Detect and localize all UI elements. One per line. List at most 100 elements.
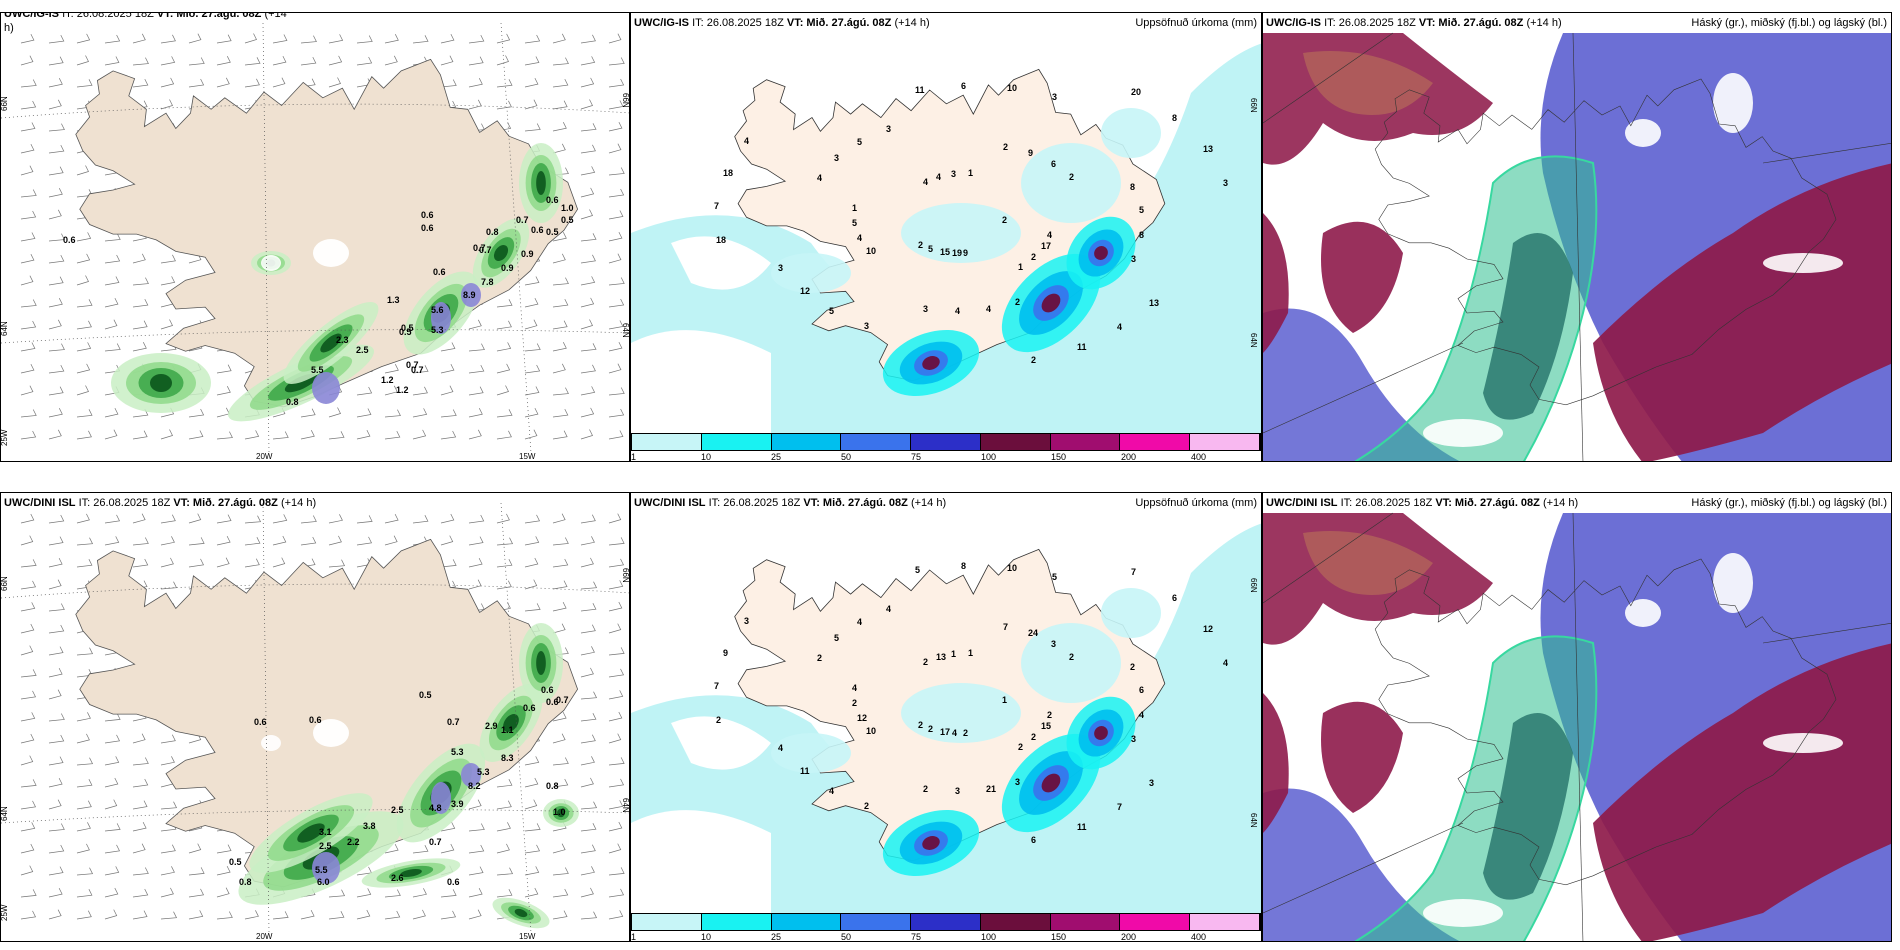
accum-precip-value-label: 2 xyxy=(1015,297,1020,307)
accum-precip-value-label: 12 xyxy=(1203,624,1213,634)
precip-value-label: 0.6 xyxy=(421,210,434,220)
panel-header: UWC/IG-IS IT: 26.08.2025 18Z VT: Mið. 27… xyxy=(1266,17,1562,29)
precip-value-label: 2.5 xyxy=(356,345,369,355)
cloud-layers xyxy=(1263,32,1891,461)
panel-bottom-left-wind-precip: UWC/DINI ISL IT: 26.08.2025 18Z VT: Mið.… xyxy=(0,492,630,942)
precip-value-label: 2.3 xyxy=(336,335,349,345)
accum-precip-value-label: 4 xyxy=(1139,710,1144,720)
precip-value-label: 0.6 xyxy=(546,697,559,707)
accum-precip-value-label: 1 xyxy=(968,168,973,178)
accum-precip-value-label: 6 xyxy=(1031,835,1036,845)
model-name: UWC/IG-IS xyxy=(1266,17,1321,29)
panel-title: Háský (gr.), miðský (fj.bl.) og lágský (… xyxy=(1691,17,1887,29)
accum-precip-value-label: 3 xyxy=(1131,254,1136,264)
accum-precip-value-label: 4 xyxy=(852,683,857,693)
accum-precip-value-label: 10 xyxy=(866,246,876,256)
precip-value-label: 2.9 xyxy=(485,721,498,731)
value-labels: 0.60.60.60.70.60.50.70.90.80.91.37.88.95… xyxy=(63,195,574,407)
precip-value-label: 8.2 xyxy=(468,781,481,791)
init-time: IT: 26.08.2025 18Z xyxy=(78,497,171,509)
lon-label-15: 15W xyxy=(519,932,536,941)
panel-top-left-wind-precip: UWC/IG-IS IT: 26.08.2025 18Z VT: Mið. 27… xyxy=(0,12,630,462)
accum-precip-value-label: 3 xyxy=(1015,777,1020,787)
precip-value-label: 0.7 xyxy=(447,717,460,727)
map-canvas: 1212422434563421223344111011912171315122… xyxy=(631,513,1261,913)
lat-label-66-right: 66N xyxy=(621,93,630,108)
precip-value-label: 4.8 xyxy=(429,803,442,813)
colorbar-swatches xyxy=(631,913,1261,931)
colorbar-swatch xyxy=(771,434,842,450)
precip-value-label: 3.8 xyxy=(363,821,376,831)
map-canvas: 0.60.60.60.70.60.50.70.90.80.91.37.88.95… xyxy=(1,22,630,461)
accum-precip-value-label: 1 xyxy=(968,648,973,658)
accum-precip-value-label: 15 xyxy=(1041,721,1051,731)
colorbar-tick-label: 1 xyxy=(631,932,637,942)
accum-precip-value-label: 12 xyxy=(857,713,867,723)
lat-label-64: 64N xyxy=(1249,813,1258,828)
precip-value-label: 5.3 xyxy=(451,747,464,757)
precip-value-label: 2.6 xyxy=(391,873,404,883)
precip-value-label: 0.8 xyxy=(546,781,559,791)
accum-precip-value-label: 4 xyxy=(952,728,957,738)
colorbar-swatch xyxy=(911,434,981,450)
panel-header: UWC/DINI ISL IT: 26.08.2025 18Z VT: Mið.… xyxy=(4,497,316,509)
precip-shading xyxy=(238,623,579,929)
accum-precip-value-label: 3 xyxy=(955,786,960,796)
accum-precip-value-label: 5 xyxy=(1139,205,1144,215)
precip-value-label: 2.2 xyxy=(347,837,360,847)
colorbar-swatch xyxy=(1050,914,1121,930)
lat-label-64-right: 64N xyxy=(621,323,630,338)
precip-value-label: 0.6 xyxy=(531,225,544,235)
accum-precip-value-label: 1 xyxy=(852,203,857,213)
colorbar-swatch xyxy=(841,434,912,450)
colorbar-tick-label: 75 xyxy=(911,932,922,942)
accum-precip-value-label: 2 xyxy=(1003,142,1008,152)
accum-precip-value-label: 2 xyxy=(1031,252,1036,262)
precip-value-label: 0.9 xyxy=(521,249,534,259)
accum-precip-value-label: 9 xyxy=(723,648,728,658)
accum-precip-value-label: 15 xyxy=(940,247,950,257)
accum-precip-value-label: 11 xyxy=(915,85,925,95)
init-time: IT: 26.08.2025 18Z xyxy=(708,497,801,509)
accum-precip-value-label: 5 xyxy=(928,244,933,254)
precip-value-label: 0.8 xyxy=(286,397,299,407)
colorbar-swatch xyxy=(911,914,981,930)
panel-header: UWC/DINI ISL IT: 26.08.2025 18Z VT: Mið.… xyxy=(634,497,946,509)
lat-label-64-right: 64N xyxy=(621,798,630,813)
precip-value-label: 5.3 xyxy=(477,767,490,777)
accum-precip-value-label: 12 xyxy=(800,286,810,296)
colorbar-tick-label: 200 xyxy=(1121,452,1137,462)
cloud-map-canvas xyxy=(1263,32,1891,461)
accum-precip-value-label: 2 xyxy=(1031,355,1036,365)
precip-value-label: 5.6 xyxy=(431,305,444,315)
init-time: IT: 26.08.2025 18Z xyxy=(692,17,784,29)
precip-value-label: 0.6 xyxy=(421,223,434,233)
precip-value-label: 0.5 xyxy=(399,327,412,337)
lead-time: (+14 h) xyxy=(1526,17,1562,29)
precip-value-label: 5.5 xyxy=(311,365,324,375)
accum-precip-value-label: 2 xyxy=(852,698,857,708)
accum-precip-value-label: 2 xyxy=(1018,742,1023,752)
valid-time: VT: Mið. 27.ágú. 08Z xyxy=(156,12,262,20)
colorbar-swatch xyxy=(980,914,1051,930)
accum-precip-value-label: 5 xyxy=(1052,572,1057,582)
colorbar-tick-label: 100 xyxy=(981,932,997,942)
colorbar-swatch xyxy=(1120,434,1191,450)
accum-precip-value-label: 2 xyxy=(923,784,928,794)
precip-value-label: 0.7 xyxy=(429,837,442,847)
precip-value-label: 0.7 xyxy=(556,695,569,705)
accum-precip-value-label: 7 xyxy=(1131,567,1136,577)
precip-shading xyxy=(111,143,563,422)
accum-precip-value-label: 7 xyxy=(714,201,719,211)
accum-precip-value-label: 2 xyxy=(918,240,923,250)
accum-precip-value-label: 8 xyxy=(1130,182,1135,192)
colorbar-tick-label: 400 xyxy=(1191,452,1207,462)
precip-value-label: 2.5 xyxy=(319,841,332,851)
colorbar-tick-label: 10 xyxy=(701,452,712,462)
panel-bottom-mid-accum-precip: UWC/DINI ISL IT: 26.08.2025 18Z VT: Mið.… xyxy=(630,492,1262,942)
colorbar-tick-label: 10 xyxy=(701,932,712,942)
colorbar-swatch xyxy=(1120,914,1191,930)
lead-time-continuation: h) xyxy=(4,22,14,34)
accum-precip-value-label: 3 xyxy=(1051,639,1056,649)
precip-value-label: 6.0 xyxy=(317,877,330,887)
